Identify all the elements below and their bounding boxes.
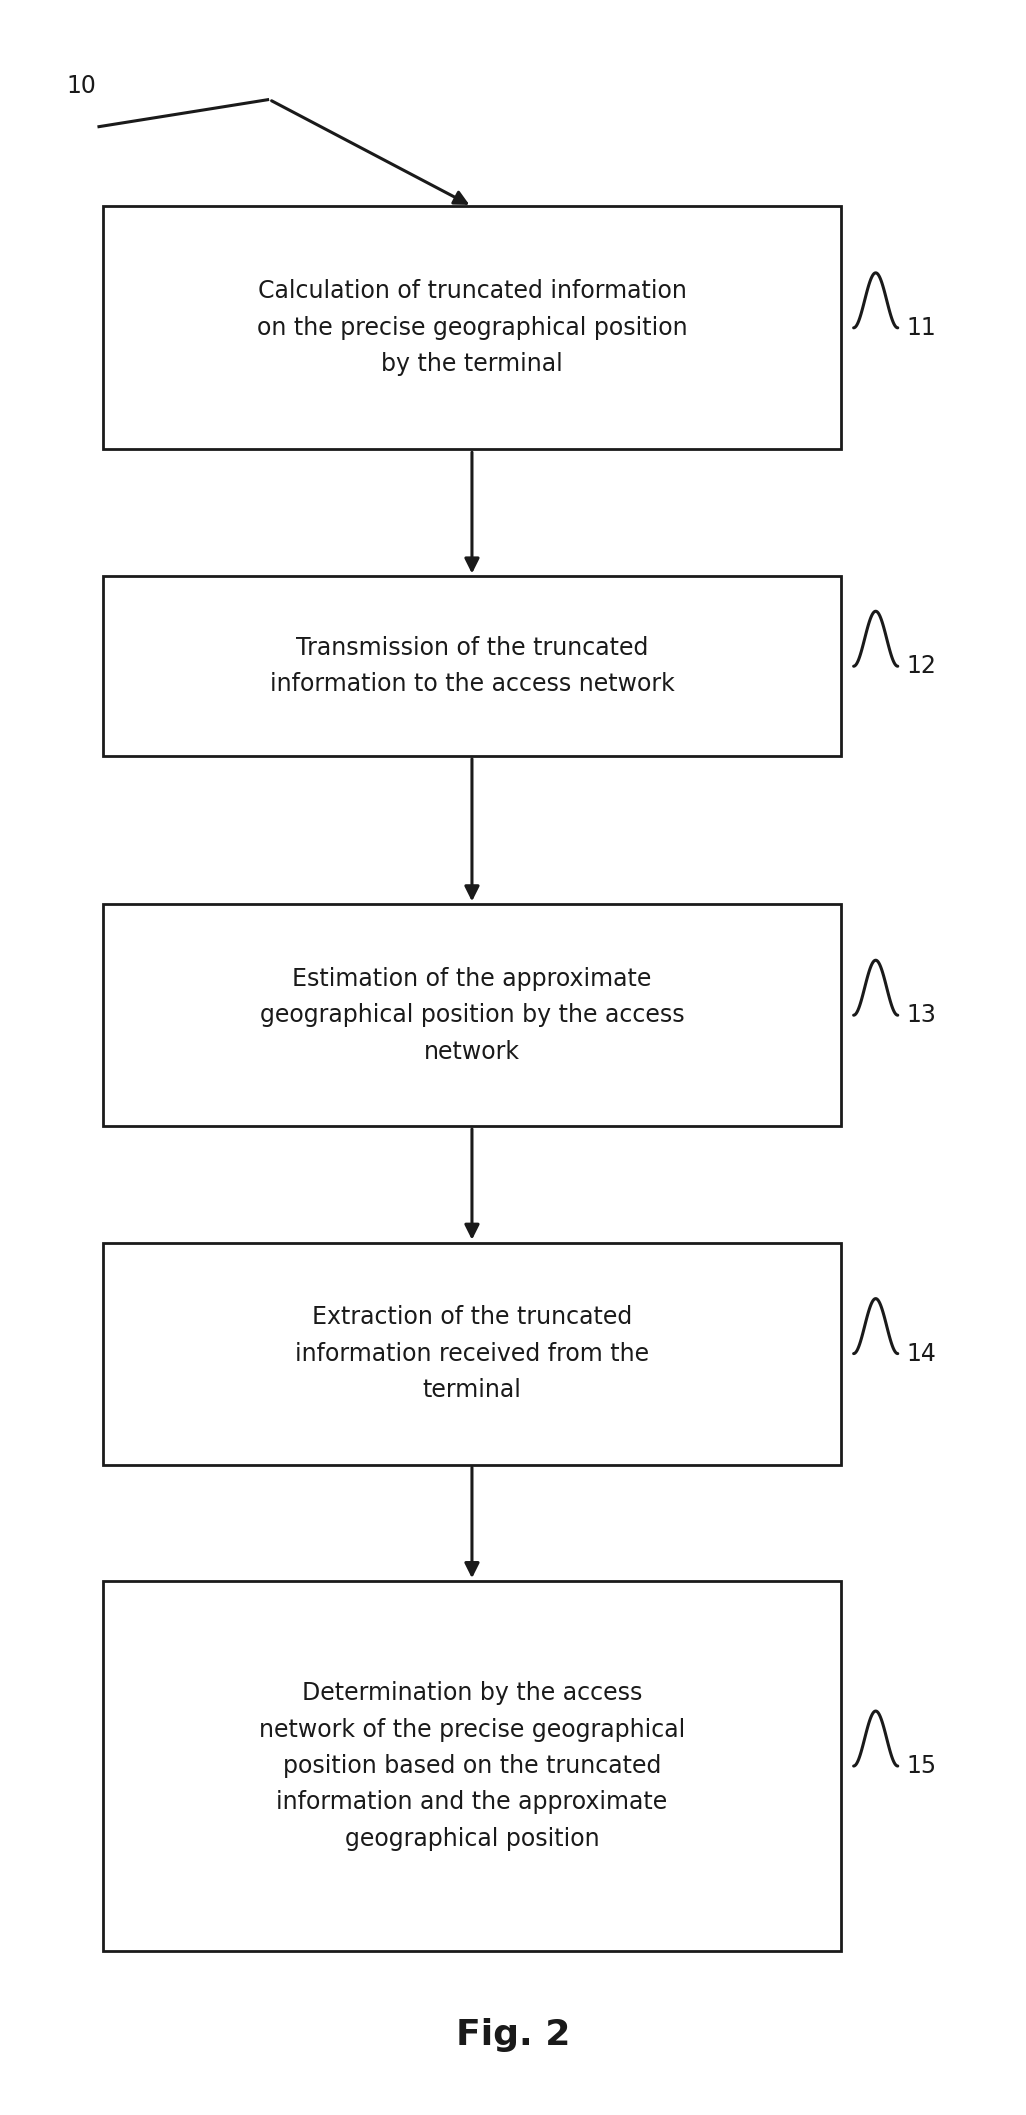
FancyBboxPatch shape bbox=[103, 905, 841, 1127]
Text: Fig. 2: Fig. 2 bbox=[456, 2018, 570, 2052]
Text: Transmission of the truncated
information to the access network: Transmission of the truncated informatio… bbox=[270, 637, 674, 696]
Text: Calculation of truncated information
on the precise geographical position
by the: Calculation of truncated information on … bbox=[256, 279, 687, 376]
Text: Extraction of the truncated
information received from the
terminal: Extraction of the truncated information … bbox=[294, 1305, 649, 1402]
Text: 11: 11 bbox=[906, 315, 936, 341]
FancyBboxPatch shape bbox=[103, 1244, 841, 1466]
Text: 10: 10 bbox=[67, 74, 96, 97]
Text: 14: 14 bbox=[906, 1341, 936, 1366]
FancyBboxPatch shape bbox=[103, 1582, 841, 1950]
Text: 13: 13 bbox=[906, 1003, 936, 1028]
FancyBboxPatch shape bbox=[103, 577, 841, 757]
Text: Determination by the access
network of the precise geographical
position based o: Determination by the access network of t… bbox=[259, 1681, 685, 1851]
Text: 12: 12 bbox=[906, 654, 936, 679]
FancyBboxPatch shape bbox=[103, 207, 841, 450]
Text: 15: 15 bbox=[906, 1753, 936, 1779]
Text: Estimation of the approximate
geographical position by the access
network: Estimation of the approximate geographic… bbox=[260, 967, 684, 1064]
